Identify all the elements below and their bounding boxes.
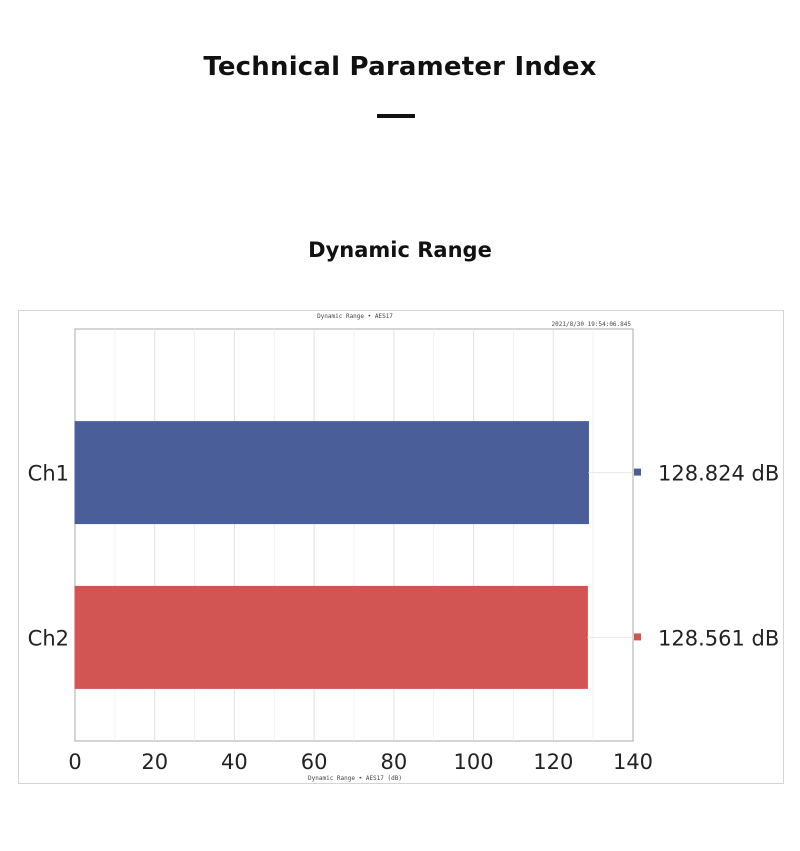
series-marker — [634, 633, 641, 641]
title-underline — [377, 114, 415, 118]
category-label: Ch2 — [28, 626, 69, 650]
dynamic-range-chart: Dynamic Range • AES17 2021/8/30 19:54:06… — [28, 313, 780, 782]
chart-panel: Dynamic Range • AES17 2021/8/30 19:54:06… — [18, 310, 784, 784]
chart-timestamp: 2021/8/30 19:54:06.845 — [552, 321, 632, 328]
chart-title: Dynamic Range • AES17 — [317, 313, 393, 320]
x-tick-label: 120 — [533, 750, 573, 774]
series-marker — [634, 468, 641, 476]
section-title: Dynamic Range — [308, 238, 492, 262]
value-label: 128.824 dB — [658, 462, 779, 486]
x-tick-label: 100 — [454, 750, 494, 774]
bar-ch2 — [74, 585, 588, 689]
x-axis-label: Dynamic Range • AES17 (dB) — [308, 775, 402, 782]
x-tick-label: 20 — [141, 750, 168, 774]
value-label: 128.561 dB — [658, 626, 779, 650]
x-tick-label: 80 — [380, 750, 407, 774]
x-tick-label: 40 — [221, 750, 248, 774]
category-label: Ch1 — [28, 462, 69, 486]
x-tick-label: 140 — [613, 750, 653, 774]
x-tick-label: 60 — [301, 750, 328, 774]
page-title: Technical Parameter Index — [203, 52, 597, 82]
x-tick-label: 0 — [68, 750, 81, 774]
bar-ch1 — [74, 421, 589, 525]
